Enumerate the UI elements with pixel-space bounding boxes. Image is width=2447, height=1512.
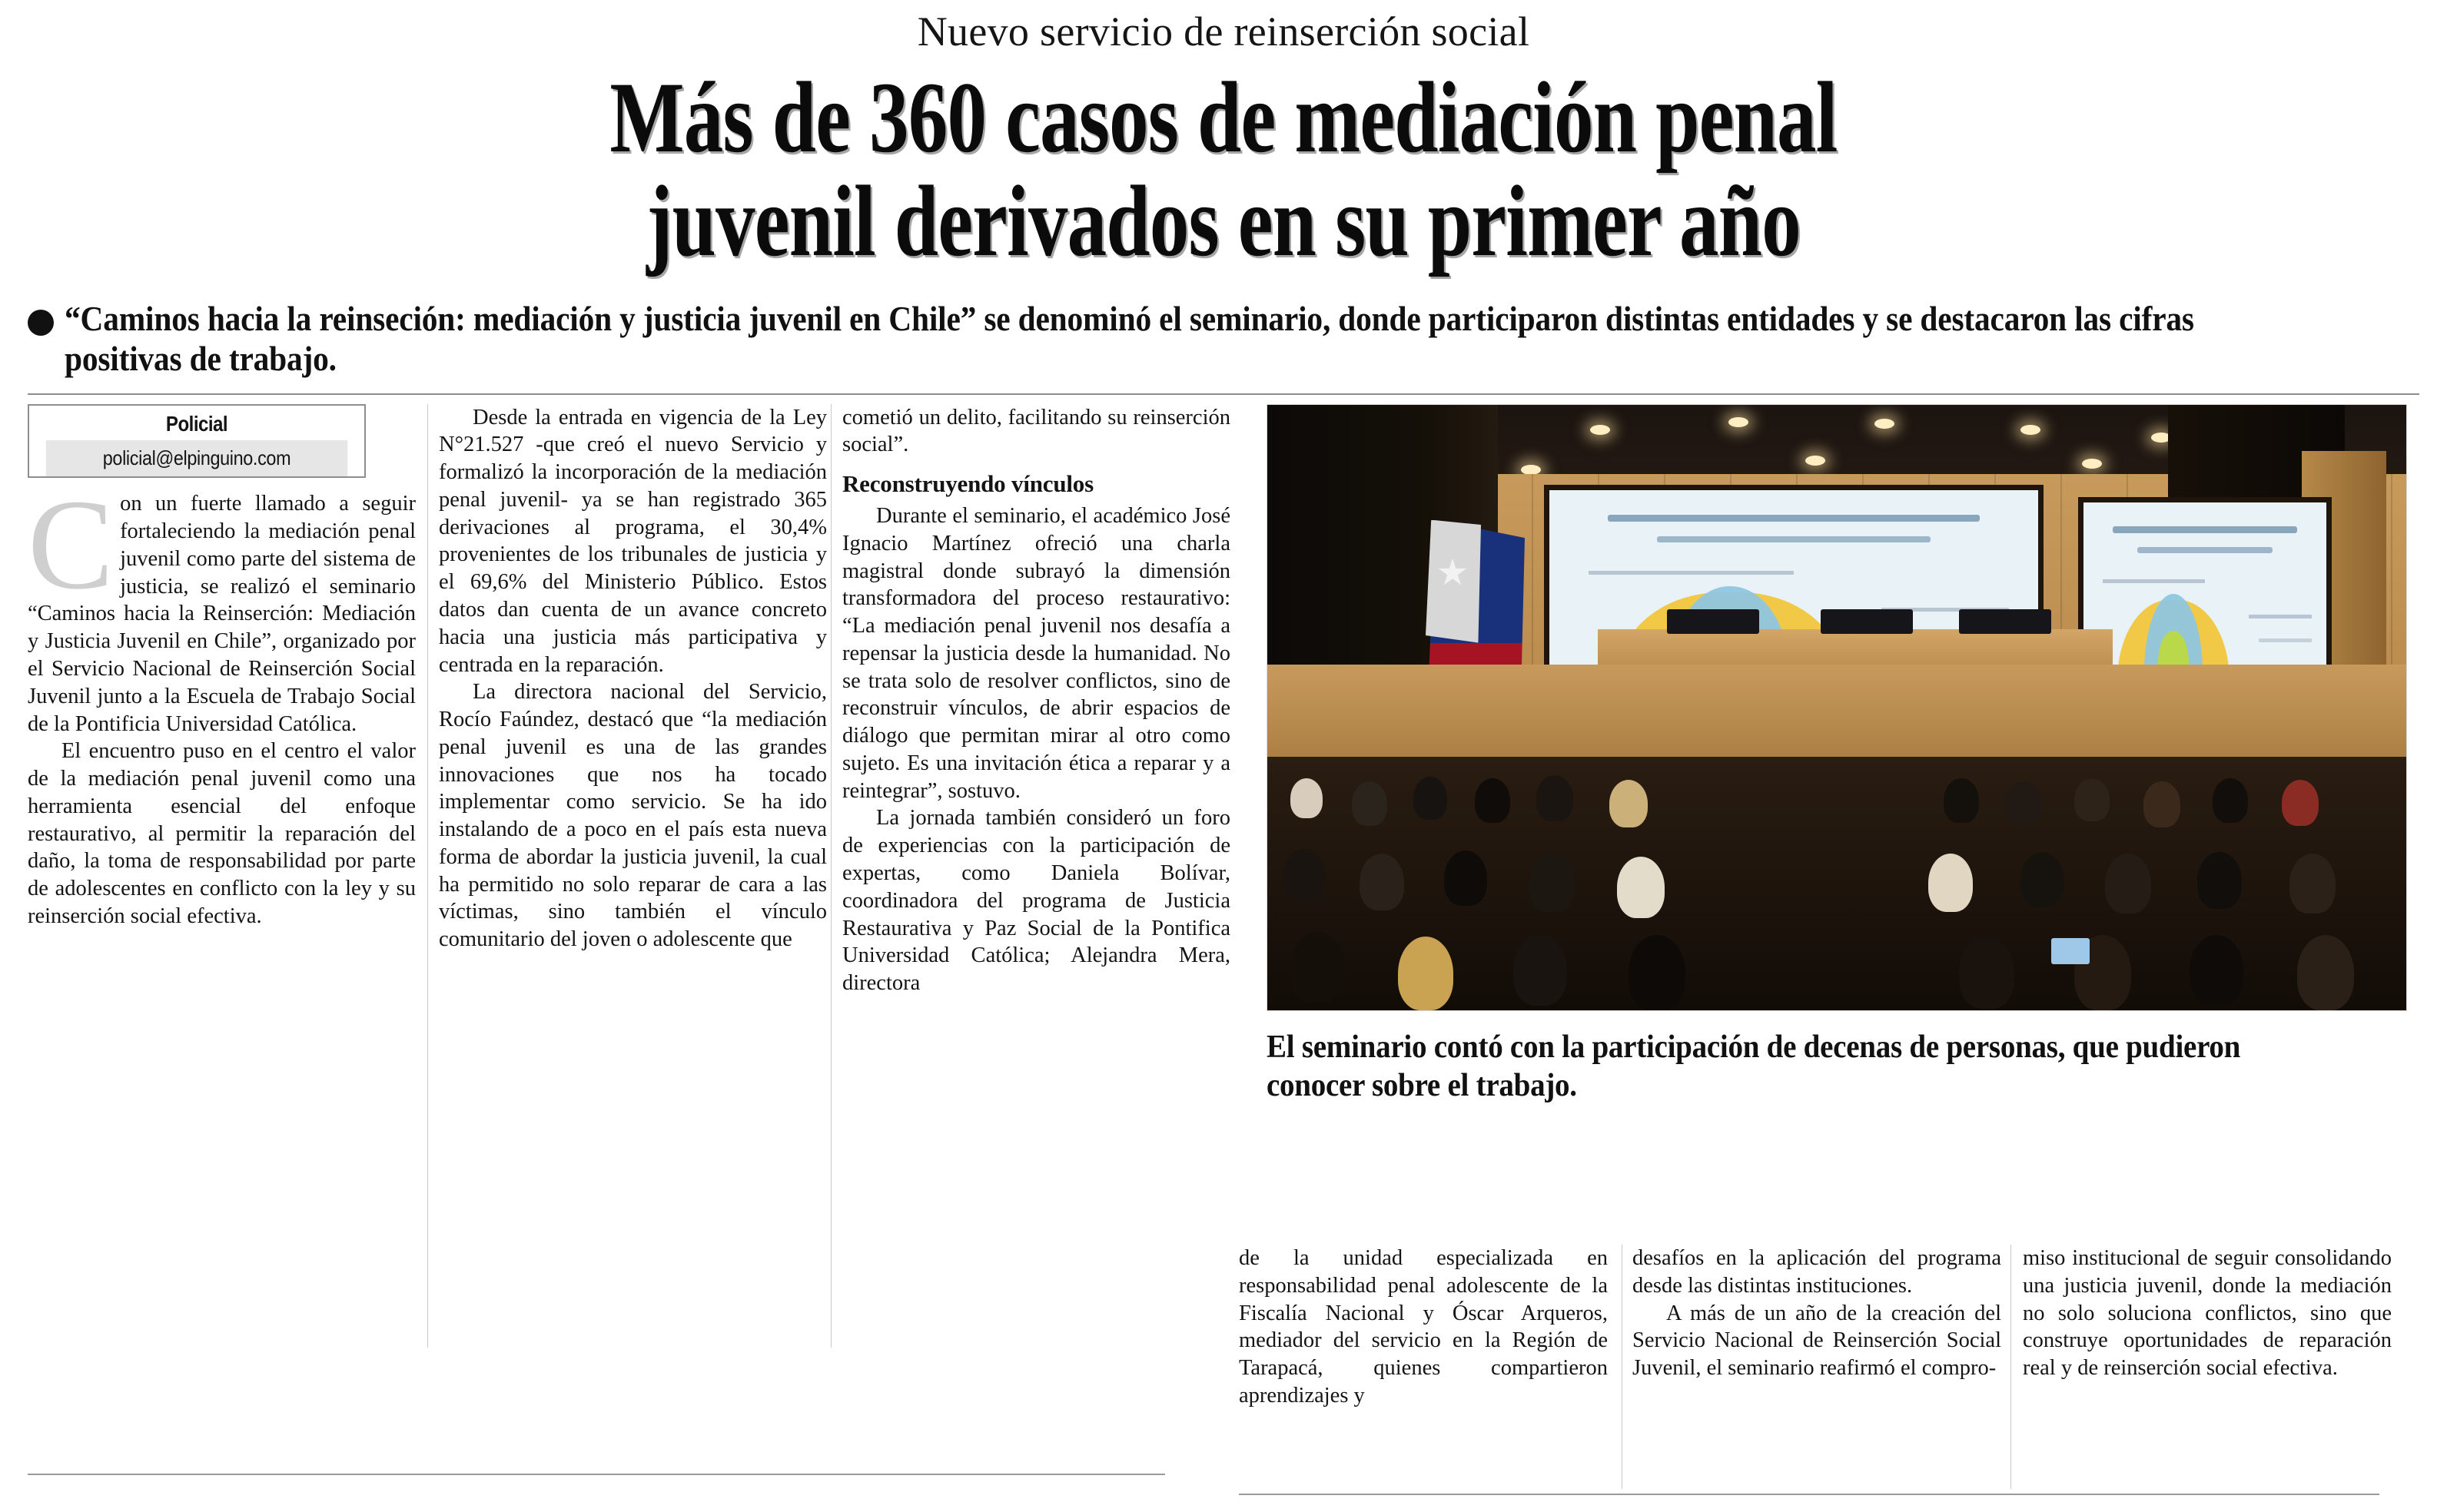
byline-box: Policial policial@elpinguino.com (28, 403, 366, 479)
paragraph: La jornada también consideró un foro de … (842, 806, 1230, 996)
article-photo: CEDIDA (1267, 403, 2407, 1011)
paragraph: cometió un delito, facilitando su reinse… (842, 405, 1230, 457)
column-5: desafíos en la aplicación del programa d… (1632, 1245, 2001, 1382)
divider-bottom-right (1239, 1494, 2379, 1495)
paragraph-text: on un fuerte llamado a seguir fortalecie… (28, 492, 416, 736)
photo-block: CEDIDA El seminario contó con la partici… (1267, 403, 2407, 1106)
column-2: Desde la entrada en vigencia de la Ley N… (439, 404, 827, 953)
column-4: de la unidad especializada en responsabi… (1239, 1245, 1608, 1410)
paragraph: El encuentro puso en el centro el valor … (28, 739, 416, 928)
divider-top (28, 393, 2419, 395)
photo-caption: El seminario contó con la participación … (1267, 1029, 2241, 1104)
byline-email[interactable]: policial@elpinguino.com (45, 439, 348, 477)
paragraph: Durante el seminario, el académico José … (842, 504, 1230, 803)
lead-block: “Caminos hacia la reinseción: mediación … (28, 299, 2419, 379)
paragraph: miso institucional de seguir consolidand… (2023, 1246, 2392, 1381)
headline-line-2: juvenil derivados en su primer año (646, 164, 1801, 277)
kicker: Nuevo servicio de reinserción social (917, 8, 1530, 55)
lead-text: “Caminos hacia la reinseción: mediación … (65, 300, 2194, 379)
headline-line-1: Más de 360 casos de mediación penal (609, 61, 1838, 174)
divider-bottom-left (28, 1474, 1165, 1475)
page-title: Más de 360 casos de mediación penal juve… (359, 61, 2088, 277)
column-3: cometió un delito, facilitando su reinse… (842, 404, 1230, 997)
flag-white-band (1426, 519, 1481, 643)
paragraph: Desde la entrada en vigencia de la Ley N… (439, 405, 827, 677)
paragraph: A más de un año de la creación del Servi… (1632, 1301, 2001, 1381)
paragraph: de la unidad especializada en responsabi… (1239, 1246, 1608, 1408)
column-divider-2 (831, 403, 832, 1348)
bullet-icon (28, 310, 54, 337)
byline-section: Policial (165, 411, 228, 436)
column-6: miso institucional de seguir consolidand… (2023, 1245, 2392, 1382)
drop-cap: C (28, 473, 115, 617)
paragraph: desafíos en la aplicación del programa d… (1632, 1246, 2001, 1298)
column-divider-1 (427, 403, 428, 1348)
section-subhead: Reconstruyendo vínculos (842, 470, 1094, 498)
bottom-column-divider-2 (2010, 1245, 2011, 1489)
paragraph: La directora nacional del Servicio, Rocí… (439, 680, 827, 952)
audience (1267, 756, 2406, 1010)
